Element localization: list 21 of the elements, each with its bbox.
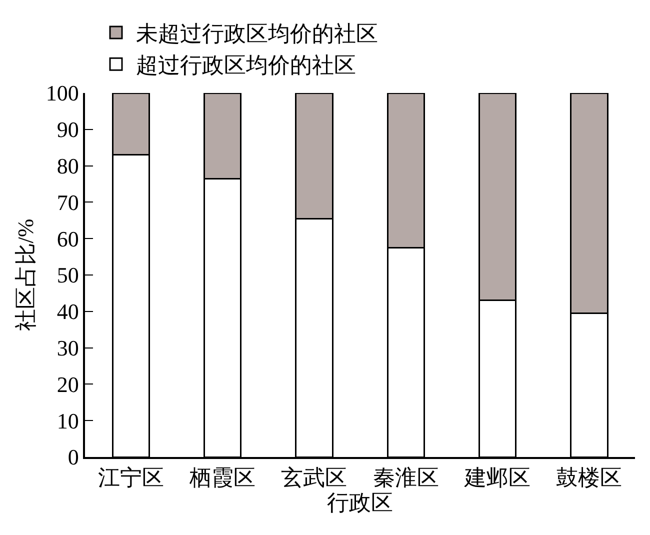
y-tick-label: 10 [56,408,79,434]
y-tick-label: 50 [56,262,79,288]
x-tick-label: 秦淮区 [372,465,439,490]
x-axis-title: 行政区 [327,490,393,516]
x-tick-label: 江宁区 [98,465,164,490]
y-tick-label: 0 [68,444,79,470]
y-tick-label: 30 [56,336,79,360]
x-tick-label: 建邺区 [464,465,530,490]
x-tick-label: 鼓楼区 [556,465,622,490]
x-tick-label: 栖霞区 [188,465,256,490]
y-tick-label: 70 [56,190,79,215]
y-axis-title: 社区占比/% [13,218,38,332]
y-tick-label: 80 [56,154,79,178]
x-tick-label: 玄武区 [281,465,348,490]
legend-label: 未超过行政区均价的社区 [136,21,378,46]
y-tick-label: 90 [56,117,79,142]
y-tick-label: 20 [56,372,79,397]
y-tick-label: 60 [56,226,79,252]
legend-label: 超过行政区均价的社区 [136,52,356,78]
y-tick-label: 100 [46,80,79,106]
y-tick-label: 40 [56,299,79,324]
